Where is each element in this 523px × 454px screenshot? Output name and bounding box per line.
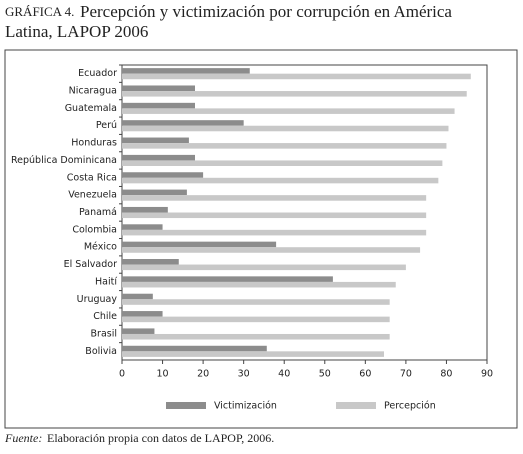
x-tick-label: 80 — [440, 369, 452, 380]
chart-title: Percepción y victimización por corrupció… — [80, 2, 452, 21]
y-tick-label: Haití — [95, 276, 117, 287]
bar — [122, 137, 189, 144]
bar — [122, 224, 163, 230]
frame — [4, 49, 518, 429]
bar — [122, 293, 153, 300]
x-tick-label: 90 — [481, 369, 493, 380]
y-tick-label: República Dominicana — [11, 155, 117, 166]
bar — [122, 160, 443, 166]
legend-label: Percepción — [384, 401, 436, 412]
bar — [122, 276, 333, 282]
bar — [122, 85, 195, 92]
legend-label: Victimización — [214, 401, 277, 412]
x-tick-label: 50 — [319, 369, 331, 380]
bar — [122, 229, 427, 236]
x-tick-label: 10 — [157, 369, 169, 380]
bar — [122, 311, 163, 317]
chart-title-line2: Latina, LAPOP 2006 — [5, 22, 148, 41]
bar — [122, 351, 384, 357]
x-tick-label: 70 — [400, 369, 412, 380]
bar — [122, 108, 455, 114]
bar — [122, 264, 406, 271]
bar — [122, 212, 427, 219]
bar — [122, 143, 447, 149]
source-label: Fuente: — [4, 431, 42, 445]
bar — [122, 316, 390, 323]
bar — [122, 281, 396, 288]
y-tick-label: Nicaragua — [69, 86, 117, 97]
bar — [122, 345, 267, 352]
y-tick-label: Venezuela — [68, 190, 117, 201]
source: Elaboración propia con datos de LAPOP, 2… — [47, 431, 274, 445]
bar — [122, 328, 155, 334]
bar — [122, 333, 390, 340]
y-tick-label: Panamá — [79, 207, 117, 218]
y-tick-label: México — [84, 242, 117, 253]
y-tick-label: El Salvador — [64, 259, 117, 270]
legend-swatch — [166, 402, 206, 409]
legend-swatch — [336, 402, 376, 409]
bar — [122, 195, 427, 201]
bar — [122, 73, 471, 80]
x-tick-label: 60 — [359, 369, 371, 380]
y-tick-label: Chile — [93, 311, 117, 322]
y-tick-label: Bolivia — [85, 346, 117, 357]
y-tick-label: Brasil — [91, 328, 117, 339]
y-tick-label: Perú — [96, 120, 117, 131]
bar — [122, 247, 421, 253]
y-tick-label: Guatemala — [65, 103, 117, 114]
bar — [122, 189, 187, 196]
y-tick-label: Honduras — [71, 138, 117, 149]
title-label: GRÁFICA 4. — [5, 4, 74, 19]
bar — [122, 102, 195, 109]
bar — [122, 68, 250, 74]
bar — [122, 154, 195, 161]
bar — [122, 91, 467, 97]
x-tick-label: 40 — [278, 369, 290, 380]
bar — [122, 241, 277, 248]
bar — [122, 172, 204, 178]
bar — [122, 206, 168, 213]
bar — [122, 177, 439, 184]
bar — [122, 299, 390, 305]
y-tick-label: Colombia — [72, 224, 117, 235]
bar — [122, 125, 449, 132]
x-tick-label: 0 — [119, 369, 125, 380]
x-tick-label: 20 — [197, 369, 209, 380]
y-tick-label: Uruguay — [77, 294, 118, 305]
bar — [122, 259, 179, 265]
bar — [122, 120, 244, 126]
x-tick-label: 30 — [238, 369, 250, 380]
y-tick-label: Costa Rica — [67, 172, 117, 183]
y-tick-label: Ecuador — [78, 68, 117, 79]
